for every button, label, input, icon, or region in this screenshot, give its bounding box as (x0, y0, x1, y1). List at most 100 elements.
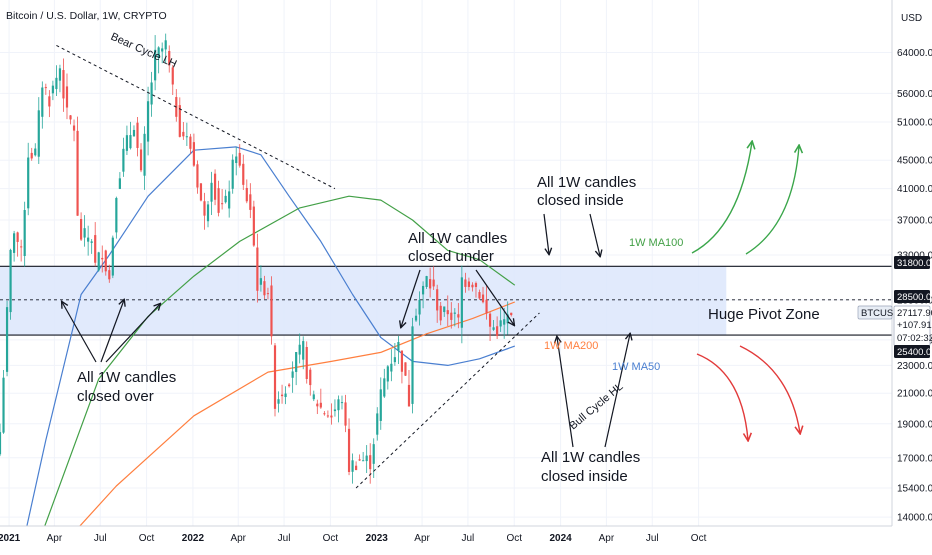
price-axis-background[interactable] (892, 0, 932, 550)
candle (196, 160, 199, 194)
candle (457, 303, 460, 329)
candle-body (496, 326, 499, 337)
candle (291, 361, 294, 393)
candle-body (291, 371, 294, 378)
moving-averages (20, 146, 516, 553)
candle-body (450, 312, 453, 320)
candle (309, 367, 312, 396)
candle-body (79, 218, 83, 240)
candle-body (129, 135, 132, 149)
candle (101, 245, 104, 273)
time-axis-background[interactable] (0, 526, 892, 550)
candle (228, 180, 231, 218)
candle-body (302, 341, 305, 360)
candle (298, 333, 301, 364)
candle-body (460, 277, 463, 328)
candle (139, 143, 143, 173)
candle-body (203, 201, 206, 216)
candle (164, 33, 167, 64)
candle (150, 71, 153, 117)
candle-body (62, 70, 65, 99)
x-tick-label: Jul (278, 533, 291, 544)
projection-up-1 (691, 142, 752, 254)
candle-body (30, 152, 33, 159)
candle (189, 133, 192, 155)
candle-body (266, 293, 270, 295)
candle-body (252, 206, 255, 246)
candle-body (503, 319, 506, 325)
candle (425, 275, 428, 289)
candle (407, 370, 411, 407)
candle-body (284, 393, 287, 398)
bar-countdown: 07:02:32 (897, 333, 932, 344)
candle-body (76, 130, 79, 216)
arrow-inside-bottom-2 (604, 334, 630, 448)
candle (2, 370, 5, 434)
candle (379, 377, 382, 430)
candle-body (34, 148, 37, 156)
candle-body (139, 149, 143, 171)
inside-top-line1: All 1W candles (537, 174, 636, 191)
candle-body (157, 47, 160, 59)
candle-body (488, 313, 492, 327)
candle-body (309, 369, 312, 386)
candle-body (242, 163, 245, 185)
currency-label[interactable]: USD (901, 13, 922, 24)
candle-body (358, 459, 361, 461)
candle (270, 276, 273, 345)
candle (161, 42, 164, 64)
candle (305, 341, 308, 384)
candle (273, 342, 277, 417)
candle-body (97, 252, 100, 271)
candle-body (87, 237, 90, 242)
y-tick-label: 15400.00 (897, 484, 932, 495)
candle (217, 180, 220, 217)
candle-body (425, 276, 428, 287)
annotation-arrows (62, 142, 800, 448)
ma50-label: 1W MA50 (612, 361, 660, 373)
candle-body (312, 394, 315, 400)
btc-last-price-tag[interactable]: BTCUSD 27117.90 +107.91% 07:02:32 (857, 305, 932, 347)
closed-over-line2: closed over (77, 388, 154, 405)
candle (288, 383, 291, 388)
level-lines (0, 265, 892, 336)
ma200-line (55, 301, 516, 553)
candle (231, 154, 234, 194)
x-tick-label: Jul (462, 533, 475, 544)
candle-body (259, 278, 262, 285)
candle-body (355, 465, 358, 471)
candle (488, 311, 492, 341)
candle-body (443, 306, 446, 313)
candle (485, 285, 488, 320)
arrow-inside-top-1 (543, 213, 549, 254)
candle-body (464, 279, 467, 287)
candle (23, 201, 26, 267)
candle (136, 116, 139, 157)
candle-body (235, 156, 238, 164)
candle (115, 196, 118, 239)
candle-body (27, 157, 30, 209)
x-tick-label: Oct (139, 533, 155, 544)
candle-body (372, 444, 375, 464)
candle-body (83, 228, 86, 238)
candle (421, 281, 425, 309)
candle-body (492, 327, 495, 330)
candle (154, 35, 157, 91)
price-tag-25400-text: 25400.00 (897, 347, 932, 358)
candle (245, 179, 248, 204)
candle-body (280, 394, 284, 397)
y-tick-label: 14000.00 (897, 513, 932, 524)
candle-body (20, 246, 23, 248)
candle-body (41, 87, 44, 117)
candle (97, 251, 100, 272)
candle-body (192, 142, 196, 166)
candle (390, 349, 393, 382)
candle (143, 126, 146, 190)
inside-bottom-line1: All 1W candles (541, 449, 640, 466)
candle-body (143, 133, 146, 176)
candle (203, 192, 206, 230)
candle (192, 133, 196, 167)
candle-body (323, 413, 326, 415)
candle-body (316, 403, 319, 407)
